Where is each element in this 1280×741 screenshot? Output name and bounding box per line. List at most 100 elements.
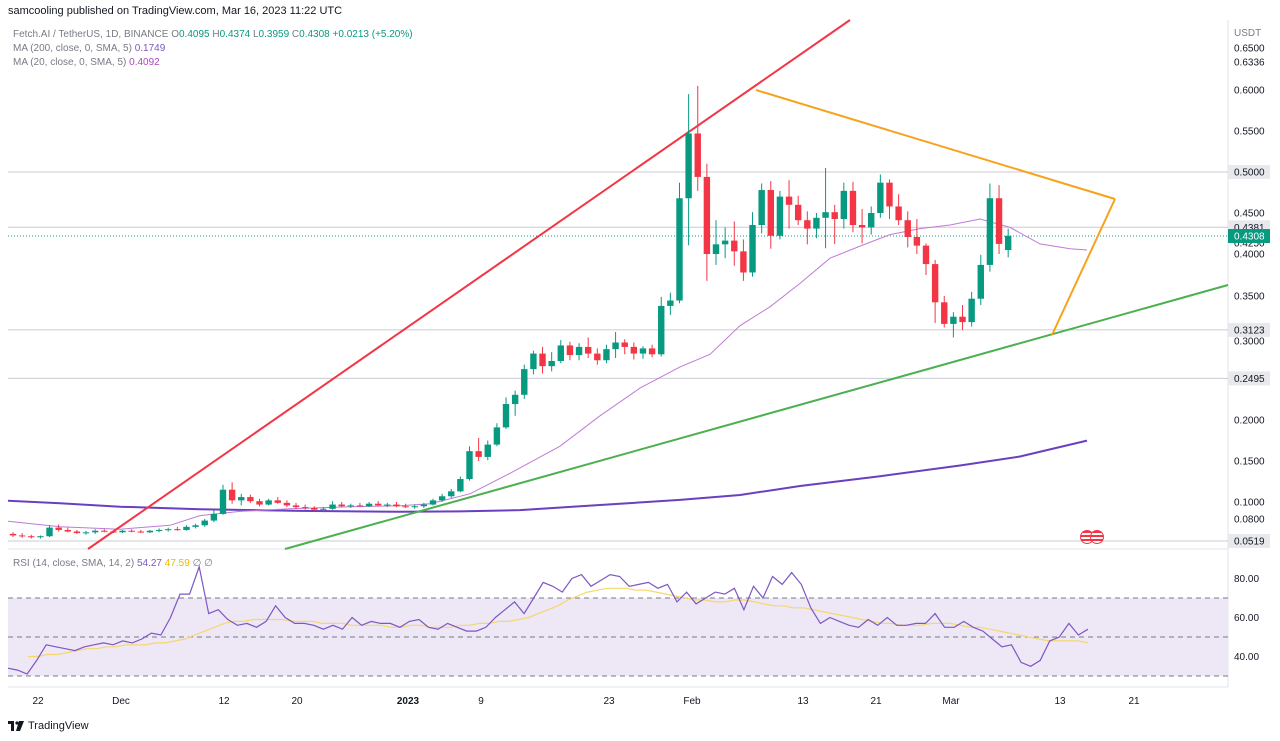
candle-body (210, 513, 218, 521)
candle-body (785, 196, 793, 205)
candle-body (703, 176, 711, 254)
ma200-line[interactable] (7, 439, 1088, 513)
trendline-drawings[interactable] (87, 19, 1229, 550)
candle-body (621, 342, 628, 347)
candle-body (584, 346, 592, 354)
candle-body (28, 536, 35, 538)
us-flag-event-icon[interactable] (1090, 530, 1104, 544)
candle-body (493, 427, 501, 445)
ohlc-change: +0.0213 (+5.20%) (332, 29, 413, 40)
candle-body (721, 240, 729, 245)
candle-body (347, 505, 355, 507)
candle-body (712, 244, 720, 254)
candle-body (311, 507, 318, 510)
price-tick-label: 0.1500 (1234, 457, 1265, 468)
ohlc-high: 0.4374 (219, 29, 251, 40)
rsi-value: 54.27 (136, 558, 162, 569)
green-support-line (284, 284, 1229, 550)
candle-body (238, 497, 245, 501)
candle-body (575, 346, 583, 356)
price-tick-label: 0.4250 (1234, 239, 1265, 250)
candle-body (904, 220, 911, 237)
rsi-legend[interactable]: RSI (14, close, SMA, 14, 2) 54.27 47.59 … (13, 558, 213, 569)
candle-body (192, 525, 199, 527)
candle-body (822, 212, 829, 218)
time-tick-label: Dec (112, 696, 130, 707)
candle-body (365, 503, 373, 507)
rsi-pane[interactable] (7, 564, 1228, 677)
candle-body (731, 240, 738, 252)
symbol-legend[interactable]: Fetch.AI / TetherUS, 1D, BINANCE O0.4095… (13, 28, 413, 70)
candle-body (73, 531, 81, 534)
candle-body (183, 526, 190, 530)
candle-body (557, 345, 564, 361)
candle-body (174, 529, 181, 531)
candle-body (384, 504, 391, 506)
candle-body (667, 300, 674, 306)
price-mark-box (1228, 322, 1270, 337)
candle-body (630, 346, 638, 354)
ma20-label: MA (20, close, 0, SMA, 5) (13, 57, 127, 68)
candle-body (511, 394, 519, 405)
price-mark-label: 0.4381 (1234, 223, 1265, 234)
time-tick-label: 13 (1054, 696, 1066, 707)
candle-body (82, 532, 90, 534)
price-tick-label: 0.1000 (1234, 498, 1265, 509)
ma20-legend-row[interactable]: MA (20, close, 0, SMA, 5) 0.4092 (13, 56, 413, 70)
ohlc-close: 0.4308 (299, 29, 330, 40)
candle-body (977, 264, 984, 299)
ma200-legend-row[interactable]: MA (200, close, 0, SMA, 5) 0.1749 (13, 42, 413, 56)
candle-body (858, 225, 866, 228)
candle-body (868, 213, 875, 228)
price-tick-label: 0.5500 (1234, 127, 1265, 138)
time-tick-label: 9 (478, 696, 484, 707)
candle-body (941, 302, 948, 324)
candle-body (566, 345, 574, 356)
ma20-path (7, 218, 1088, 530)
price-axis[interactable]: 0.6500 0.6336 0.6000 0.5500 0.5000 0.4500 0.42… (1228, 44, 1270, 549)
rsi-axis[interactable]: 80.00 60.00 40.00 (1234, 574, 1259, 663)
candle-body (840, 190, 848, 219)
time-tick-label: 21 (870, 696, 882, 707)
symbol-name: Fetch.AI / TetherUS, 1D, BINANCE (13, 29, 169, 40)
ma20-value: 0.4092 (129, 57, 160, 68)
candle-body (548, 360, 555, 367)
time-tick-label: 23 (603, 696, 615, 707)
candle-body (338, 504, 345, 507)
time-axis[interactable]: 22 Dec 12 20 2023 9 23 Feb 13 21 Mar 13 21 (32, 696, 1140, 707)
candle-body (402, 506, 409, 508)
candle-body (831, 212, 838, 219)
candle-body (986, 198, 994, 265)
publisher-line: samcooling published on TradingView.com,… (8, 5, 343, 17)
tradingview-logo-icon (8, 721, 24, 731)
grid-layer (8, 20, 1229, 688)
time-tick-label: 12 (218, 696, 230, 707)
candle-body (110, 531, 117, 533)
candle-body (146, 530, 154, 533)
price-tick-label: 0.6500 (1234, 44, 1265, 55)
candle-body (612, 342, 619, 350)
candle-body (201, 520, 208, 526)
rsi-band (8, 598, 1228, 676)
candle-body (466, 451, 473, 480)
ma20-line[interactable] (7, 218, 1088, 530)
candle-body (758, 190, 765, 225)
candle-body (530, 353, 537, 370)
orange-triangle-lower (1051, 198, 1116, 336)
price-tick-label: 0.0800 (1234, 515, 1265, 526)
candles-layer[interactable] (9, 85, 1012, 539)
rsi-ma-value: 47.59 (164, 558, 190, 569)
candle-body (292, 505, 300, 508)
price-tick-label: 0.4500 (1234, 209, 1265, 220)
candle-body (64, 529, 71, 532)
candle-body (767, 190, 774, 236)
candle-body (639, 348, 647, 354)
rsi-extra-values: ∅ ∅ (192, 558, 213, 569)
candle-body (448, 491, 455, 497)
red-trendline (87, 19, 851, 550)
price-mark-box (1228, 229, 1270, 244)
tradingview-footer[interactable]: TradingView (8, 720, 89, 732)
candle-body (886, 182, 893, 207)
